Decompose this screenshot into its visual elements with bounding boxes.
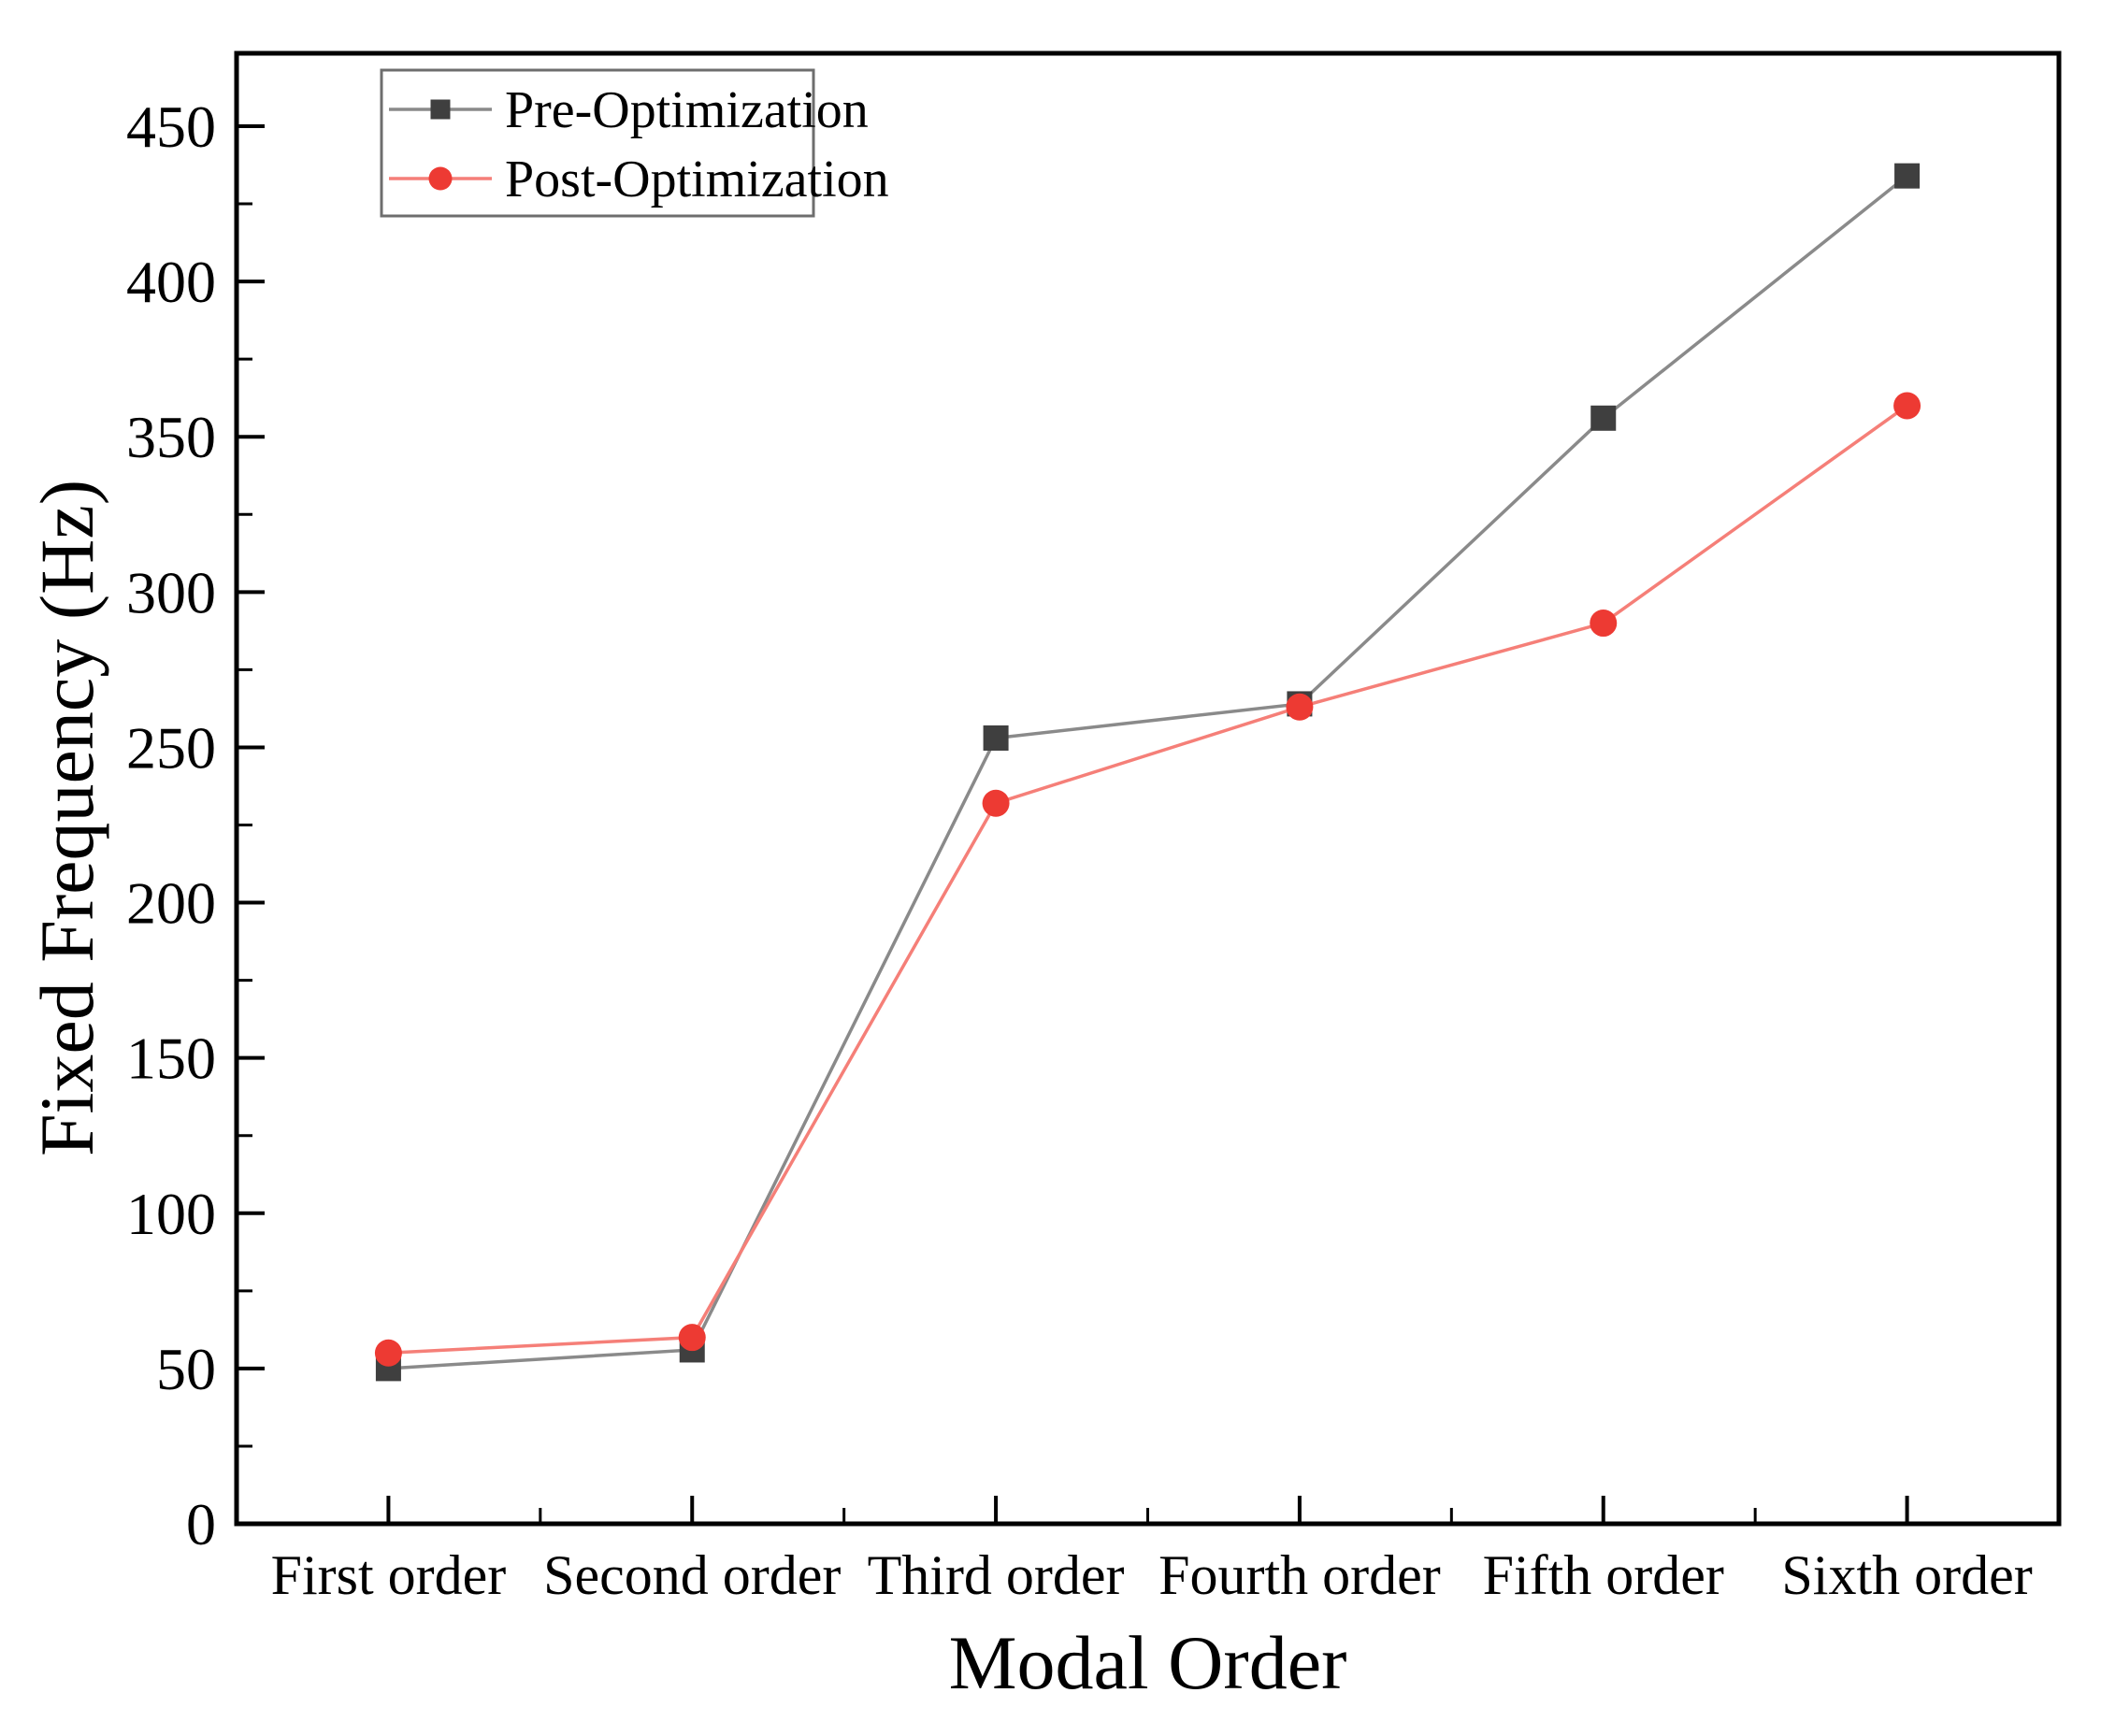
y-tick-label: 0 (186, 1491, 216, 1557)
legend-box (380, 68, 815, 218)
data-point-post-optimization (1893, 392, 1921, 420)
data-point-post-optimization (1286, 693, 1314, 721)
legend-label-pre-optimization: Pre-Optimization (505, 81, 869, 139)
series-line-post-optimization (388, 404, 1908, 1356)
x-tick-label: Sixth order (1781, 1544, 2032, 1606)
data-point-pre-optimization (983, 725, 1009, 751)
y-tick-label: 400 (126, 249, 216, 315)
x-tick-label: Second order (543, 1544, 841, 1606)
x-tick-label: Fourth order (1158, 1544, 1441, 1606)
y-tick-label: 200 (126, 870, 216, 937)
data-point-pre-optimization (1590, 405, 1617, 431)
y-tick-label: 250 (126, 714, 216, 781)
data-point-post-optimization (982, 789, 1010, 817)
y-axis-title: Fixed Frequency (Hz) (24, 479, 109, 1157)
data-point-post-optimization (678, 1324, 706, 1352)
x-tick-label: Fifth order (1483, 1544, 1724, 1606)
y-tick-label: 450 (126, 93, 216, 160)
legend-marker-circle (428, 166, 453, 191)
x-tick-label: First order (271, 1544, 507, 1606)
legend-label-post-optimization: Post-Optimization (505, 151, 889, 208)
data-point-post-optimization (1590, 610, 1618, 638)
y-tick-label: 300 (126, 559, 216, 625)
y-tick-label: 50 (156, 1336, 216, 1402)
legend-marker-square (430, 99, 451, 120)
series-line-pre-optimization (388, 174, 1908, 1370)
y-tick-label: 100 (126, 1181, 216, 1247)
y-tick-label: 350 (126, 404, 216, 470)
y-tick-label: 150 (126, 1026, 216, 1092)
x-tick-label: Third order (868, 1544, 1125, 1606)
x-axis-title: Modal Order (948, 1620, 1347, 1705)
data-point-post-optimization (374, 1339, 402, 1367)
data-point-pre-optimization (1894, 163, 1921, 189)
